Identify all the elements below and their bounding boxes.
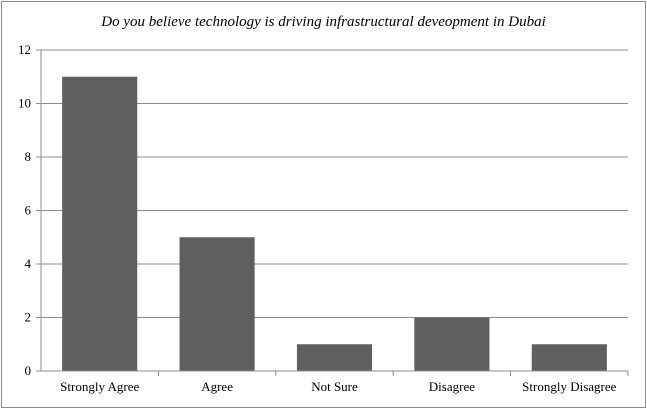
y-tick-label: 10 [18,96,31,111]
chart-title: Do you believe technology is driving inf… [101,14,546,30]
tick-labels: 0 2 4 6 8 10 12 Strongly Agree Agree Not Sure Disa… [18,42,617,394]
y-tick-label: 6 [25,203,32,218]
x-tick-label: Strongly Disagree [522,379,616,394]
bar [62,76,138,371]
bar [179,237,255,371]
bar [531,344,607,371]
bar [296,344,373,371]
x-tick-label: Strongly Agree [60,379,139,394]
y-tick-label: 4 [25,256,32,271]
axes [36,49,629,376]
y-tick-label: 12 [18,42,31,57]
x-tick-label: Disagree [429,379,475,394]
y-tick-label: 2 [25,310,32,325]
bar [414,317,490,371]
y-tick-label: 0 [25,363,32,378]
x-tick-label: Agree [201,379,233,394]
x-tick-label: Not Sure [311,379,358,394]
bars [62,76,607,371]
y-tick-label: 8 [25,149,32,164]
gridlines [41,49,628,318]
